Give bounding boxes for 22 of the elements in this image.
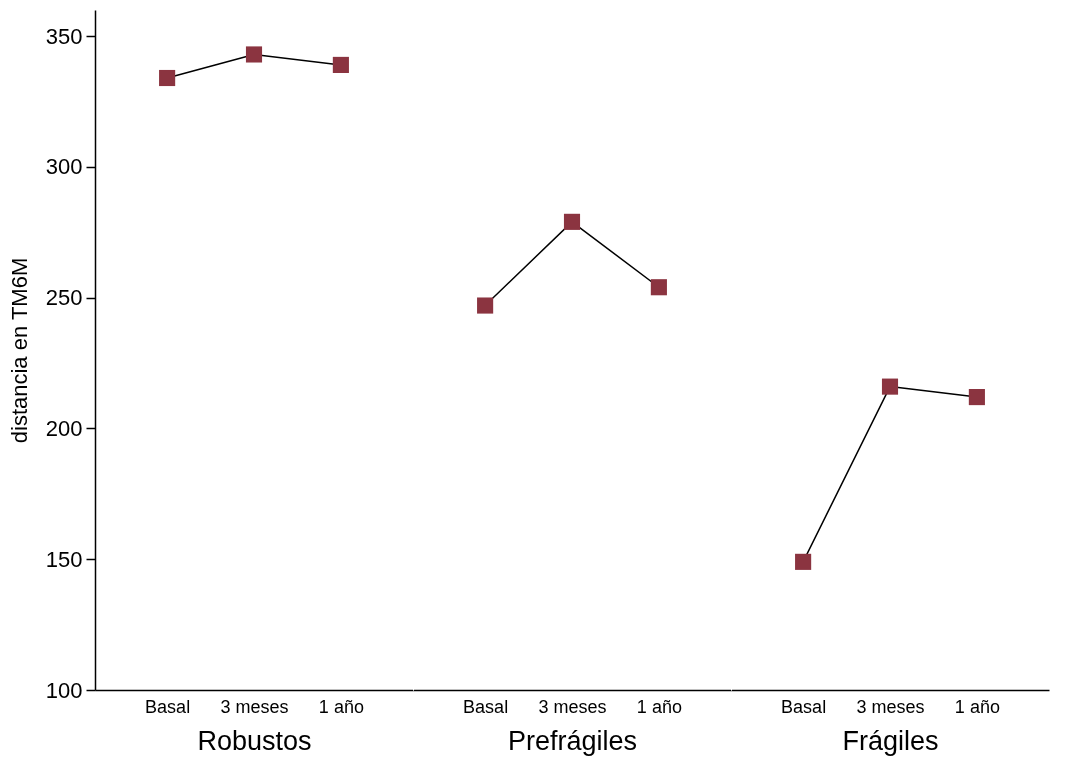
y-axis-title: distancia en TM6M	[6, 257, 32, 444]
x-tick-label: 3 meses	[856, 696, 925, 717]
x-tick-label: 1 año	[954, 696, 1000, 717]
x-axis-title: Frágiles	[842, 725, 939, 756]
y-tick-label: 200	[45, 415, 83, 441]
x-tick-label: 3 meses	[220, 696, 289, 717]
x-tick-label: 3 meses	[538, 696, 607, 717]
y-tick-label: 150	[45, 546, 83, 572]
point	[245, 46, 263, 63]
y-tick-label: 100	[45, 677, 83, 703]
x-tick-label: Basal	[145, 696, 191, 717]
x-tick-label: Basal	[781, 696, 827, 717]
x-tick-label: Basal	[463, 696, 509, 717]
y-tick-label: 300	[45, 154, 83, 180]
x-tick-label: 1 año	[636, 696, 682, 717]
x-tick-label: 1 año	[318, 696, 364, 717]
y-tick-label: 350	[45, 23, 83, 49]
x-axis-title: Prefrágiles	[507, 725, 638, 756]
y-tick-label: 250	[45, 285, 83, 311]
x-axis-title: Robustos	[197, 725, 312, 756]
point	[332, 56, 349, 73]
point	[159, 69, 176, 87]
